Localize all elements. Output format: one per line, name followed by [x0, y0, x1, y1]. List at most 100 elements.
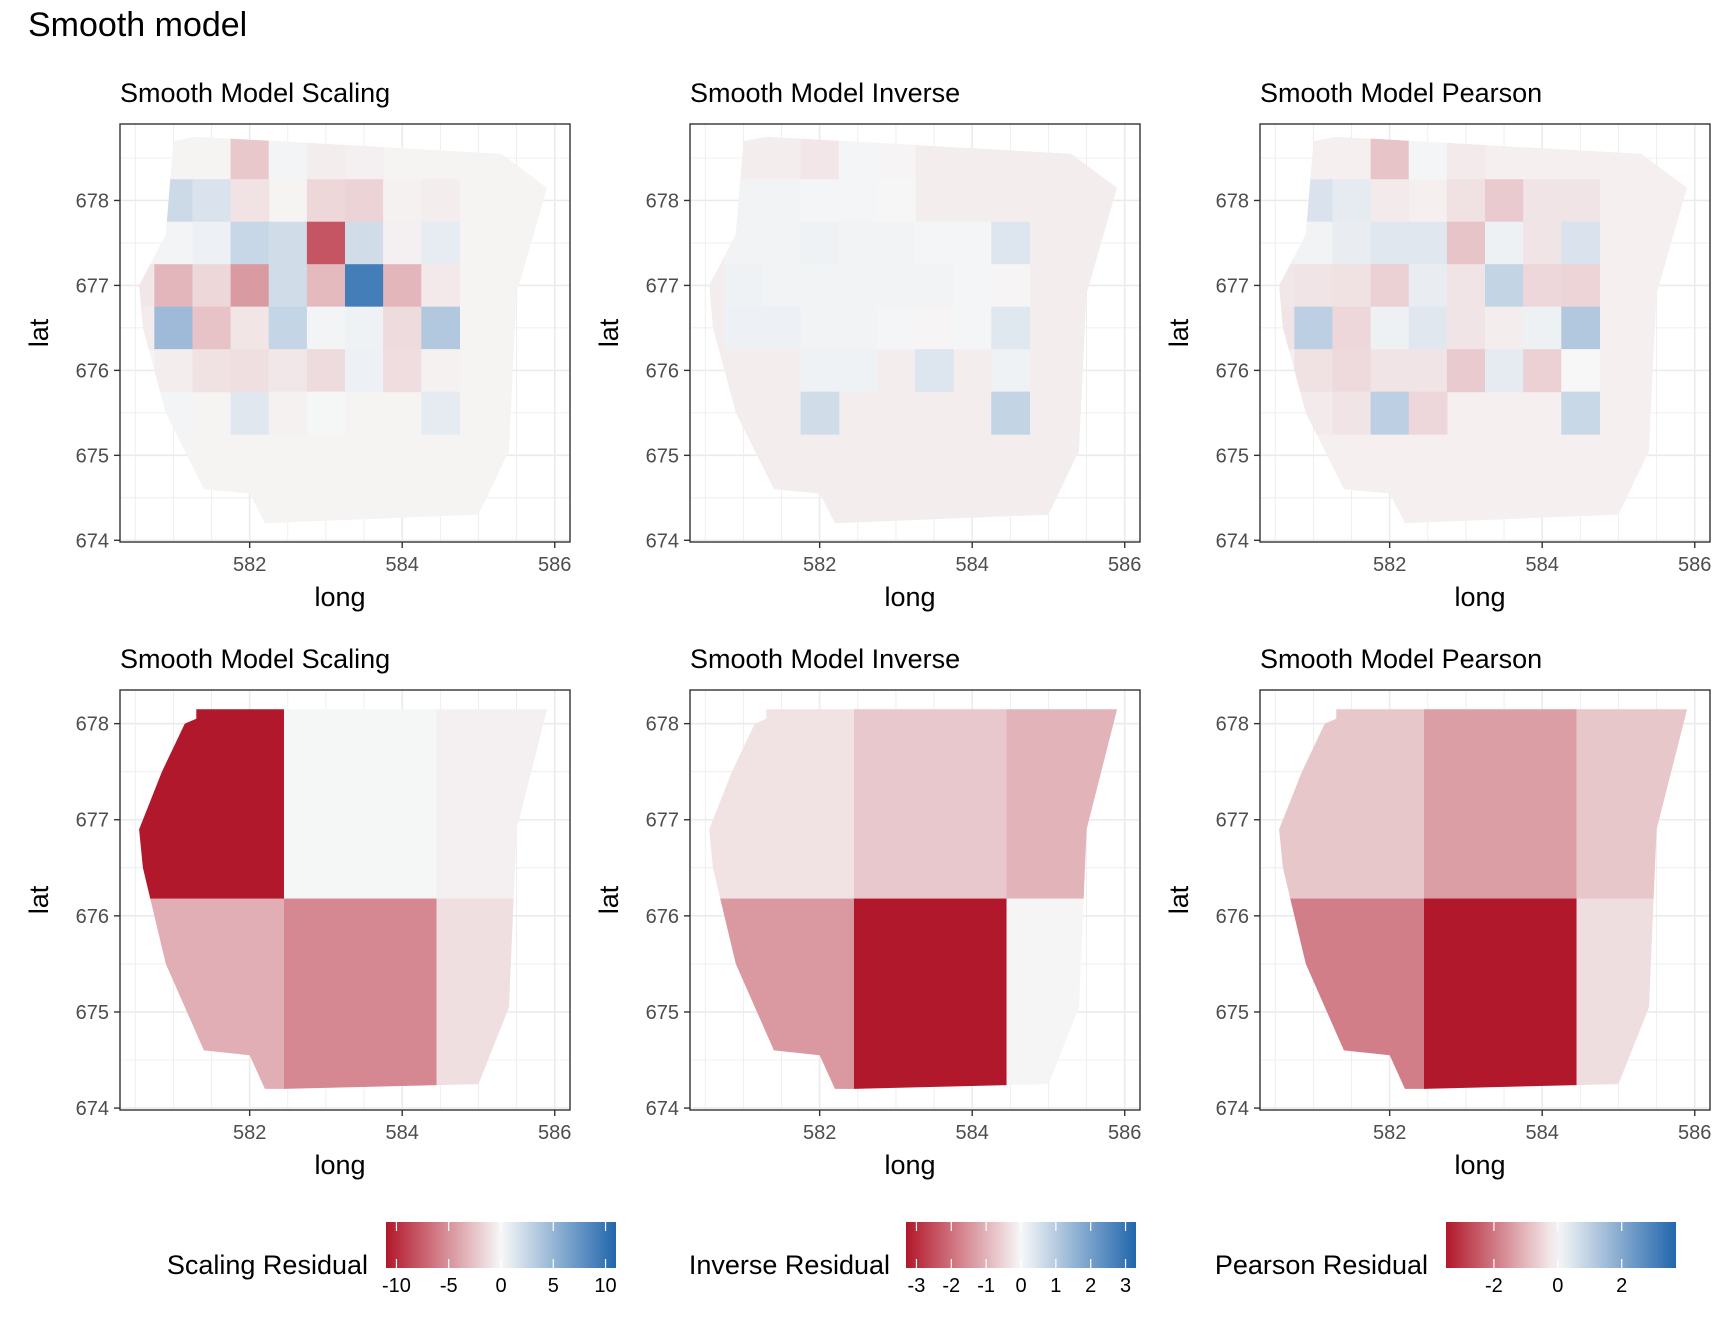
x-axis-label: long [314, 582, 365, 612]
y-tick-label: 676 [646, 906, 679, 928]
heatmap-cell [1561, 349, 1601, 393]
y-tick-label: 678 [1216, 190, 1249, 212]
heatmap-cell [1446, 306, 1486, 350]
y-axis-label: lat [594, 885, 624, 914]
heatmap-cells [139, 136, 548, 524]
heatmap-cell [838, 306, 878, 350]
heatmap-cell [1523, 179, 1562, 223]
legend-tick-label: 2 [1085, 1275, 1096, 1297]
x-tick-label: 584 [1526, 1122, 1559, 1144]
x-tick-label: 582 [1373, 554, 1406, 576]
heatmap-cell [230, 349, 270, 393]
heatmap-cell [192, 349, 232, 393]
y-tick-label: 677 [646, 810, 679, 832]
x-tick-label: 582 [233, 554, 266, 576]
y-tick-label: 674 [646, 1098, 679, 1120]
x-tick-label: 584 [956, 554, 989, 576]
legend-colorbar [1446, 1222, 1676, 1268]
heatmap-cell [1332, 349, 1372, 393]
heatmap-cell [1485, 349, 1524, 393]
heatmap-cell [1423, 898, 1578, 1089]
heatmap-cell [1370, 306, 1410, 350]
heatmap-cell [306, 221, 346, 265]
heatmap-cells [709, 136, 1118, 524]
heatmap-cell [1408, 221, 1448, 265]
panel-title: Smooth Model Scaling [120, 644, 390, 674]
heatmap-cell [154, 349, 194, 393]
heatmap-cell [1408, 264, 1448, 308]
panel-title: Smooth Model Pearson [1260, 644, 1542, 674]
legend-tick-label: -2 [942, 1275, 960, 1297]
heatmap-cell [1408, 136, 1448, 180]
heatmap-cell [383, 264, 422, 308]
heatmap-cell [1561, 221, 1601, 265]
heatmap-cell [268, 264, 308, 308]
x-tick-label: 584 [956, 1122, 989, 1144]
heatmap-cell [345, 221, 384, 265]
heatmap-cell [1446, 179, 1486, 223]
heatmap-cell [421, 306, 461, 350]
panel-border [689, 689, 1141, 1111]
heatmap-cell [192, 264, 232, 308]
y-axis-label: lat [24, 318, 54, 347]
heatmap-cell [1332, 391, 1372, 435]
y-tick-label: 676 [76, 906, 109, 928]
y-tick-label: 678 [76, 190, 109, 212]
heatmap-cell [230, 306, 270, 350]
heatmap-cell [154, 306, 194, 350]
heatmap-cell [762, 221, 802, 265]
heatmap-cell [915, 349, 954, 393]
heatmap-cell [345, 306, 384, 350]
heatmap-cell [268, 221, 308, 265]
legend-tick-label: 10 [594, 1275, 616, 1297]
x-tick-label: 586 [538, 1122, 571, 1144]
legend-tick-label: -5 [440, 1275, 458, 1297]
legend-tick-label: -2 [1485, 1275, 1503, 1297]
heatmap-cell [1294, 306, 1334, 350]
y-tick-label: 676 [1216, 360, 1249, 382]
panel-border [1259, 689, 1711, 1111]
legend-tick-label: 0 [1552, 1275, 1563, 1297]
x-tick-label: 584 [1526, 554, 1559, 576]
heatmap-cell [838, 221, 878, 265]
heatmap-cell [383, 306, 422, 350]
y-tick-label: 678 [76, 714, 109, 736]
page-title: Smooth model [28, 6, 248, 44]
heatmap-cell [953, 306, 992, 350]
heatmap-cell [306, 179, 346, 223]
legend-tick-label: 0 [495, 1275, 506, 1297]
heatmap-cell [306, 391, 346, 435]
y-tick-label: 677 [1216, 275, 1249, 297]
heatmap-cell [421, 391, 461, 435]
heatmap-cell [762, 179, 802, 223]
panel-title: Smooth Model Inverse [690, 78, 960, 108]
x-axis-label: long [1454, 1150, 1505, 1180]
panel-title: Smooth Model Pearson [1260, 78, 1542, 108]
heatmap-cell [1423, 709, 1578, 900]
heatmap-cell [1561, 264, 1601, 308]
heatmap-cell [154, 264, 194, 308]
heatmap-cell [1370, 136, 1410, 180]
y-tick-label: 674 [1216, 1098, 1249, 1120]
heatmap-cell [345, 349, 384, 393]
heatmap-cell [1523, 306, 1562, 350]
heatmap-cell [838, 264, 878, 308]
heatmap-cell [230, 136, 270, 180]
heatmap-cell [1523, 349, 1562, 393]
y-axis-label: lat [1164, 885, 1194, 914]
x-axis-label: long [1454, 582, 1505, 612]
legend-tick-label: 2 [1616, 1275, 1627, 1297]
x-axis-label: long [884, 582, 935, 612]
panel-title: Smooth Model Inverse [690, 644, 960, 674]
heatmap-cell [800, 391, 840, 435]
panel-border [1259, 123, 1711, 543]
x-tick-label: 586 [538, 554, 571, 576]
heatmap-cell [876, 264, 916, 308]
heatmap-cell [230, 179, 270, 223]
y-tick-label: 675 [76, 1002, 109, 1024]
heatmap-cell [306, 349, 346, 393]
heatmap-cell [876, 306, 916, 350]
chart-panel-2: 582 584 586 674 675 676 677 678 Smooth Model Inv… [594, 78, 1141, 612]
x-tick-label: 586 [1678, 1122, 1711, 1144]
